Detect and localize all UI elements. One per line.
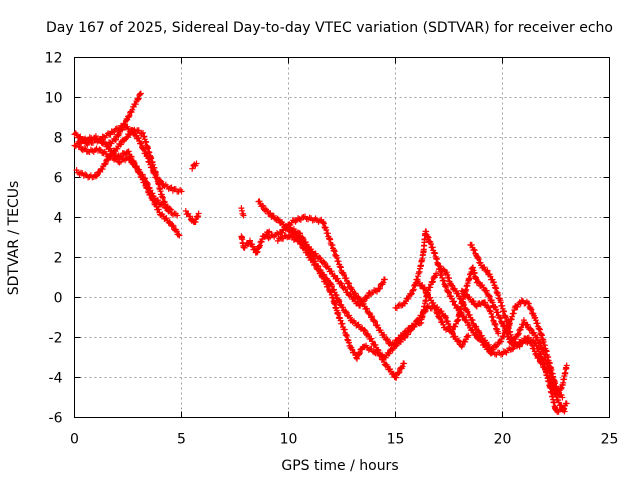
data-point-markers [285,223,388,309]
y-tick-label: -2 [49,331,63,347]
series-track-6 [182,208,202,226]
y-tick-label: 6 [54,171,63,187]
x-tick-label: 25 [601,432,619,448]
series-track-5 [75,143,174,213]
y-tick-label: 4 [54,211,63,227]
axis-ticks: 0 5 10 15 20 25 -6 -4 -2 0 2 4 6 8 10 12 [45,51,619,448]
data-point-markers [467,241,570,415]
data-point-markers [75,143,174,213]
x-tick-label: 5 [177,432,186,448]
y-tick-label: 8 [54,131,63,147]
x-tick-label: 10 [280,432,298,448]
y-tick-label: -4 [49,371,63,387]
x-tick-label: 20 [494,432,512,448]
y-tick-label: 2 [54,251,63,267]
y-tick-label: -6 [49,411,63,427]
plot-frame [74,57,610,418]
series-track-13 [285,223,388,309]
data-point-markers [189,160,200,172]
y-tick-label: 12 [45,51,63,67]
series-track-17 [467,241,570,415]
data-points [71,90,570,415]
data-point-markers [238,205,247,219]
series-track-18 [458,287,502,337]
series-track-8 [238,205,247,219]
data-point-markers [458,287,502,337]
data-point-markers [238,228,273,256]
y-tick-label: 0 [54,291,63,307]
x-axis-label: GPS time / hours [281,458,398,474]
series-track-4 [103,90,144,150]
grid-lines [74,57,610,418]
data-point-markers [182,208,202,226]
y-axis-label: SDTVAR / TECUs [6,181,22,296]
series-track-9 [238,228,273,256]
series-track-7 [189,160,200,172]
y-tick-label: 10 [45,91,63,107]
data-point-markers [103,90,144,150]
x-tick-label: 0 [70,432,79,448]
x-tick-label: 15 [387,432,405,448]
chart-title: Day 167 of 2025, Sidereal Day-to-day VTE… [46,20,613,36]
